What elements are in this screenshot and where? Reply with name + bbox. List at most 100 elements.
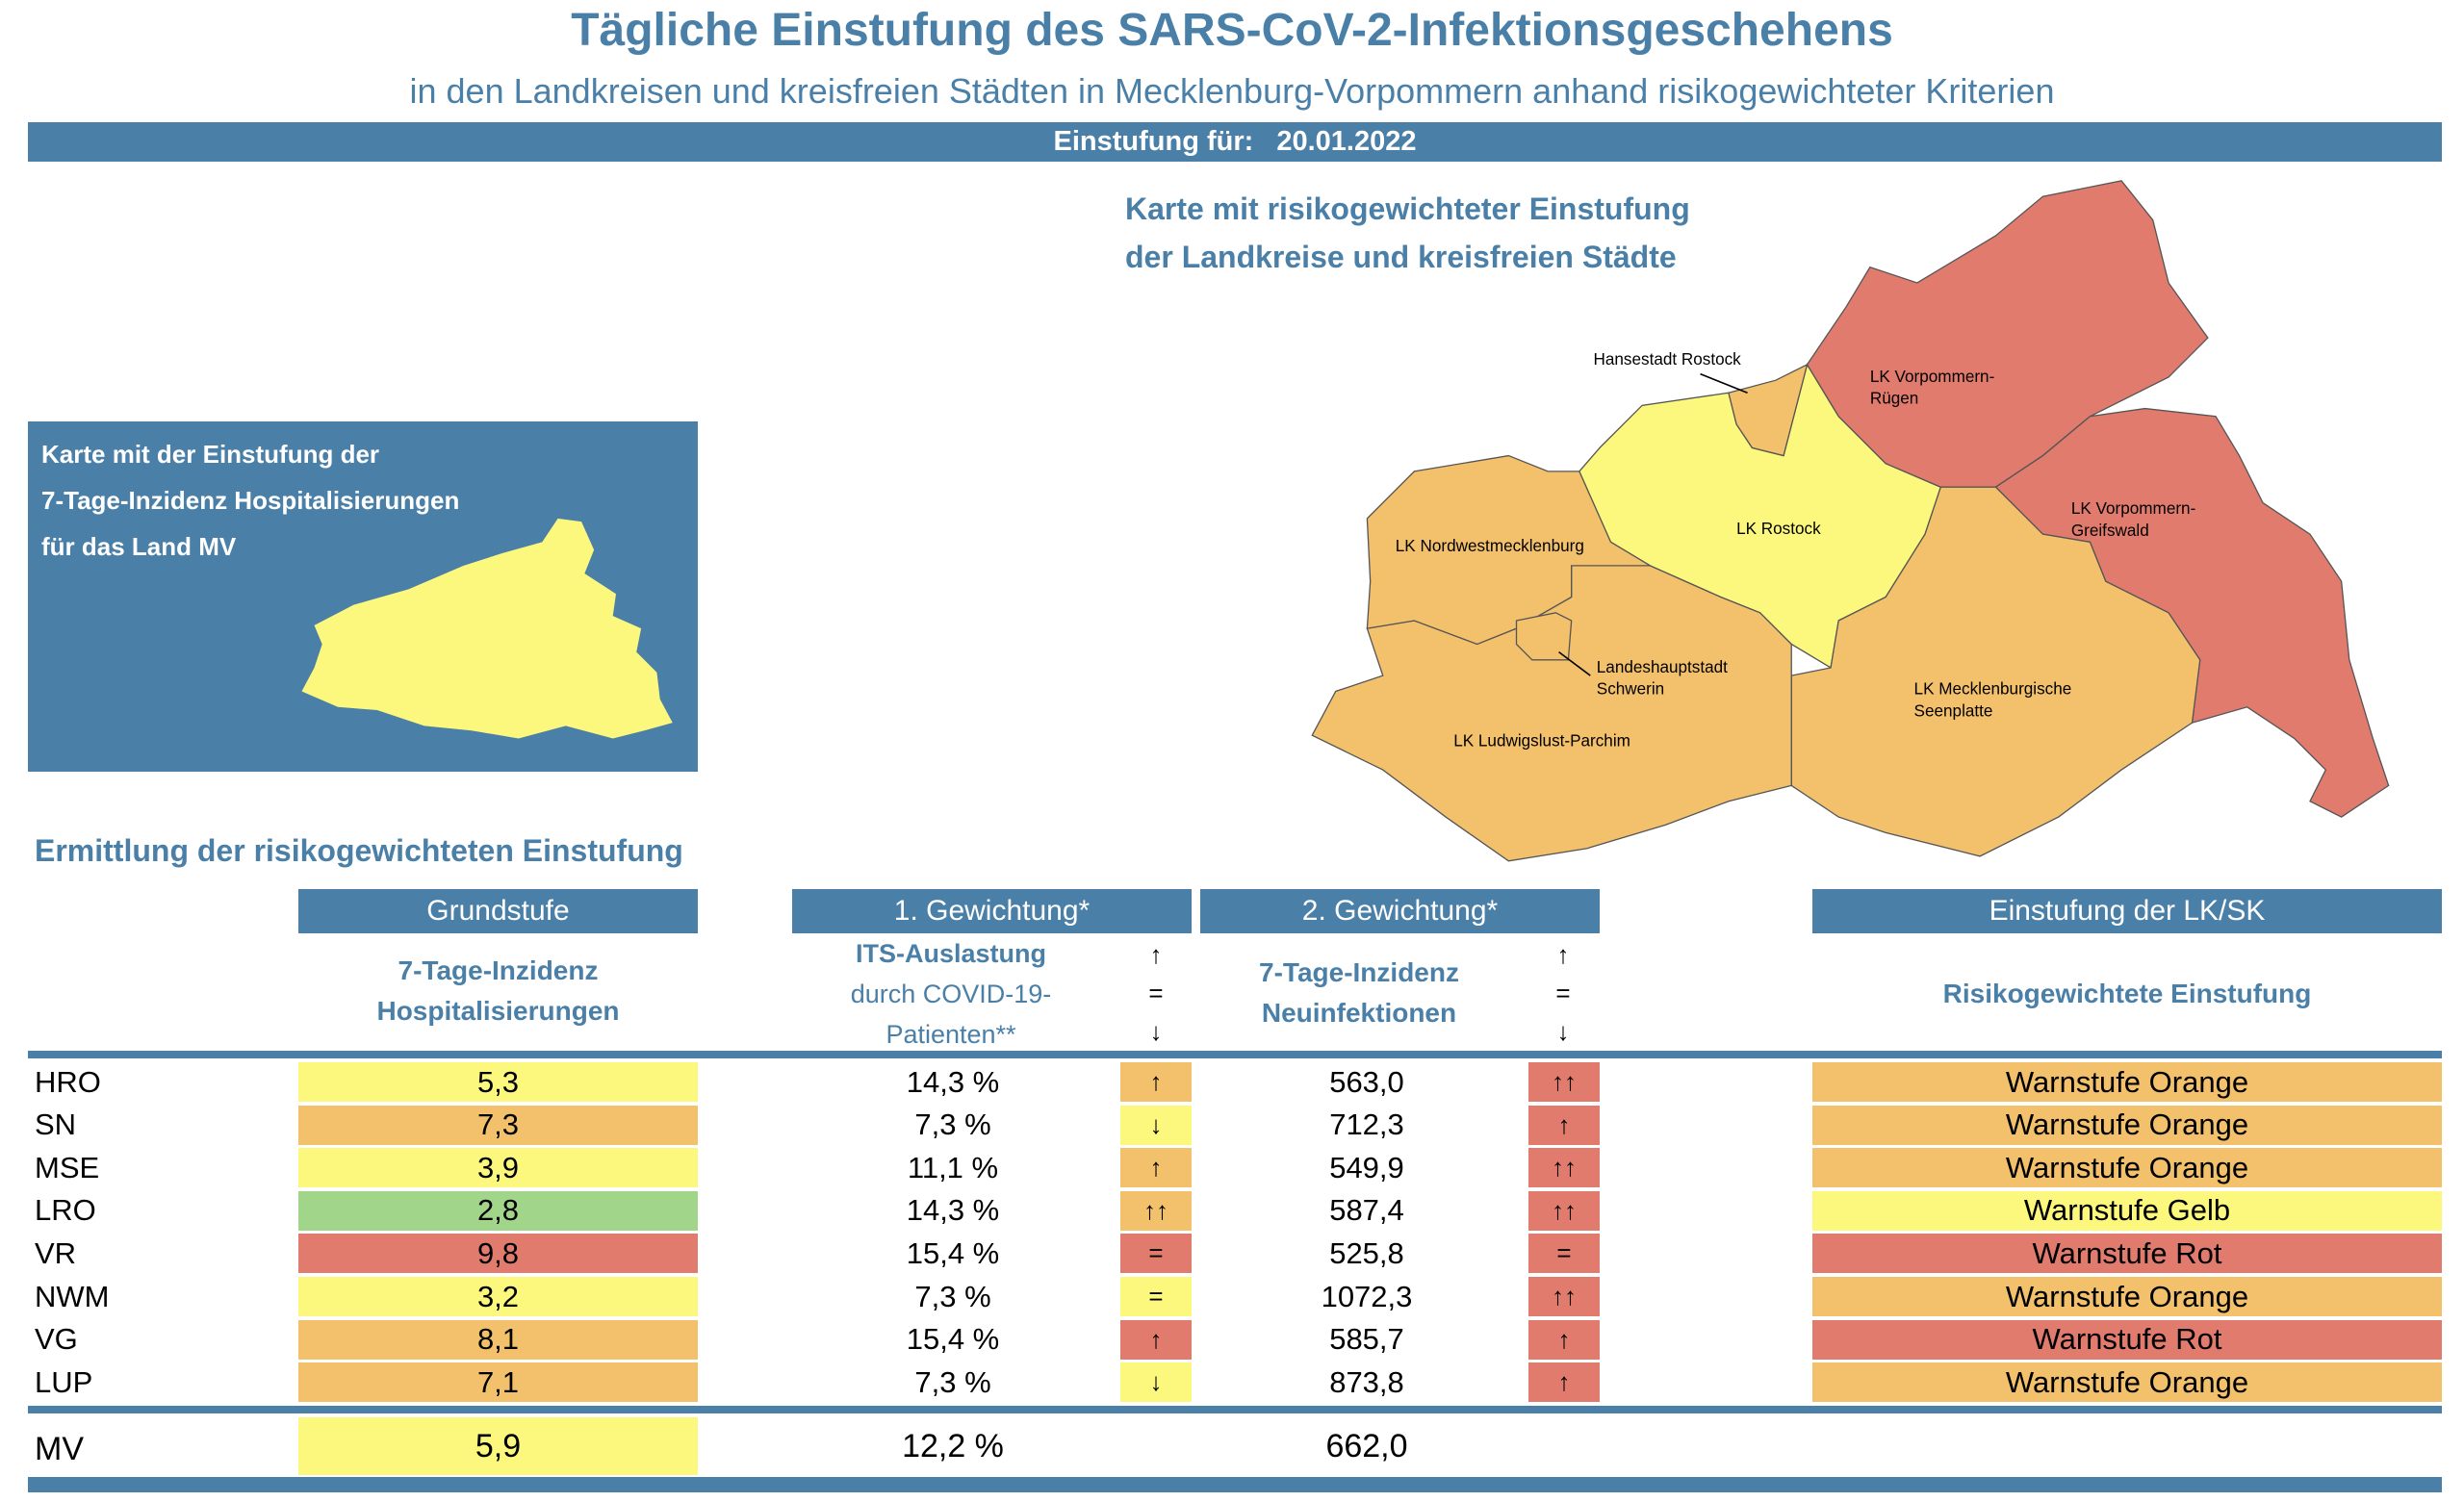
trend-up-icon: ↑ xyxy=(1556,940,1570,969)
subheader-inz-line1: 7-Tage-Inzidenz xyxy=(1259,957,1459,987)
risk-level-cell: Warnstufe Orange xyxy=(1812,1062,2442,1102)
district-code: LUP xyxy=(35,1364,93,1399)
district-code: SN xyxy=(35,1107,77,1142)
date-bar: Einstufung für: 20.01.2022 xyxy=(28,122,2442,162)
map-region-hansestadt-rostock xyxy=(1728,363,1809,457)
district-code: MSE xyxy=(35,1150,100,1184)
hosp-incidence-cell: 7,3 xyxy=(298,1105,698,1145)
its-value-cell: 11,1 % xyxy=(907,1150,999,1184)
risk-level-cell: Warnstufe Rot xyxy=(1812,1234,2442,1274)
its-value-cell: 7,3 % xyxy=(914,1364,991,1399)
trend-down-icon: ↓ xyxy=(1556,1017,1570,1046)
map-region-seenplatte xyxy=(1790,486,2201,857)
subheader-hospitalization: 7-Tage-Inzidenz Hospitalisierungen xyxy=(298,951,698,1031)
its-trend-cell: ↑ xyxy=(1120,1319,1192,1360)
subheader-einstufung: Risikogewichtete Einstufung xyxy=(1942,979,2312,1008)
map-label-vg-2: Greifswald xyxy=(2071,521,2149,540)
its-trend-cell: ↓ xyxy=(1120,1362,1192,1403)
incidence-trend-cell: ↑↑ xyxy=(1528,1190,1600,1231)
map-label-sn-2: Schwerin xyxy=(1597,679,1664,699)
header-gewichtung-1: 1. Gewichtung* xyxy=(792,889,1192,933)
incidence-value-cell: 563,0 xyxy=(1329,1064,1404,1099)
hosp-incidence-cell: 2,8 xyxy=(298,1190,698,1231)
its-value-cell: 14,3 % xyxy=(906,1064,1000,1099)
hospitalization-map-title: Karte mit der Einstufung der 7-Tage-Inzi… xyxy=(41,431,459,570)
incidence-value-cell: 525,8 xyxy=(1329,1235,1404,1270)
map-region-nordwestmecklenburg xyxy=(1366,454,1653,646)
map-label-vg-1: LK Vorpommern- xyxy=(2071,498,2195,518)
district-code: VG xyxy=(35,1322,78,1357)
incidence-trend-cell: ↑↑ xyxy=(1528,1277,1600,1316)
date-label: Einstufung für: xyxy=(1053,126,1254,157)
map-label-mse-2: Seenplatte xyxy=(1914,701,1993,721)
district-code: LRO xyxy=(35,1193,96,1228)
incidence-value-cell: 873,8 xyxy=(1329,1364,1404,1399)
its-trend-cell: = xyxy=(1120,1234,1192,1274)
its-trend-cell: ↑ xyxy=(1120,1062,1192,1102)
map-label-vr-2: Rügen xyxy=(1870,389,1918,408)
subheader-inz-line2: Neuinfektionen xyxy=(1261,998,1457,1028)
incidence-trend-cell: = xyxy=(1528,1234,1600,1274)
map-label-nwm: LK Nordwestmecklenburg xyxy=(1396,536,1584,555)
page-subtitle: in den Landkreisen und kreisfreien Städt… xyxy=(409,71,2055,111)
total-inz: 662,0 xyxy=(1325,1427,1408,1464)
its-value-cell: 14,3 % xyxy=(906,1193,1000,1228)
risk-level-cell: Warnstufe Orange xyxy=(1812,1362,2442,1403)
header-einstufung: Einstufung der LK/SK xyxy=(1812,889,2442,933)
hosp-incidence-cell: 8,1 xyxy=(298,1319,698,1360)
footer-bar xyxy=(28,1477,2442,1492)
its-trend-cell: ↓ xyxy=(1120,1105,1192,1145)
trend-up-icon: ↑ xyxy=(1149,940,1163,969)
district-code: NWM xyxy=(35,1279,110,1313)
hospitalization-map-title-line1: Karte mit der Einstufung der xyxy=(41,440,380,469)
incidence-trend-cell: ↑↑ xyxy=(1528,1148,1600,1188)
map-label-sn-1: Landeshauptstadt xyxy=(1597,657,1728,676)
inz-trend-legend: ↑ = ↓ xyxy=(1534,935,1592,1051)
map-title-line1: Karte mit risikogewichteter Einstufung xyxy=(1125,191,1690,226)
page-title: Tägliche Einstufung des SARS-CoV-2-Infek… xyxy=(571,5,1893,56)
risk-level-cell: Warnstufe Rot xyxy=(1812,1319,2442,1360)
date-value: 20.01.2022 xyxy=(1276,126,1417,157)
map-label-mse-1: LK Mecklenburgische xyxy=(1914,679,2072,699)
hosp-incidence-cell: 5,3 xyxy=(298,1062,698,1102)
hosp-incidence-cell: 3,9 xyxy=(298,1148,698,1188)
risk-level-cell: Warnstufe Orange xyxy=(1812,1277,2442,1316)
map-region-schwerin xyxy=(1515,612,1573,661)
trend-equal-icon: = xyxy=(1555,979,1571,1007)
hospitalization-map-title-line2: 7-Tage-Inzidenz Hospitalisierungen xyxy=(41,486,460,515)
its-value-cell: 15,4 % xyxy=(906,1322,1000,1357)
its-trend-cell: ↑↑ xyxy=(1120,1190,1192,1231)
subheader-hosp-line2: Hospitalisierungen xyxy=(376,996,620,1026)
risk-level-cell: Warnstufe Orange xyxy=(1812,1148,2442,1188)
hospitalization-map-title-line3: für das Land MV xyxy=(41,532,237,561)
subheader-its-line3: Patienten** xyxy=(886,1020,1016,1049)
risk-level-cell: Warnstufe Orange xyxy=(1812,1105,2442,1145)
map-label-lro: LK Rostock xyxy=(1736,519,1821,538)
incidence-trend-cell: ↑ xyxy=(1528,1362,1600,1403)
hosp-incidence-cell: 3,2 xyxy=(298,1277,698,1316)
small-map-mv xyxy=(301,518,673,739)
hosp-incidence-cell: 9,8 xyxy=(298,1234,698,1274)
total-divider xyxy=(28,1406,2442,1413)
incidence-value-cell: 585,7 xyxy=(1329,1322,1404,1357)
district-code: HRO xyxy=(35,1064,101,1099)
subheader-neuinfektionen: 7-Tage-Inzidenz Neuinfektionen xyxy=(1200,953,1518,1033)
total-its: 12,2 % xyxy=(902,1427,1004,1464)
incidence-value-cell: 549,9 xyxy=(1329,1150,1404,1184)
subheader-its-line1: ITS-Auslastung xyxy=(855,939,1046,968)
total-hosp: 5,9 xyxy=(298,1417,698,1475)
its-trend-cell: = xyxy=(1120,1277,1192,1316)
incidence-trend-cell: ↑↑ xyxy=(1528,1062,1600,1102)
trend-down-icon: ↓ xyxy=(1149,1017,1163,1046)
subheader-hosp-line1: 7-Tage-Inzidenz xyxy=(398,955,599,985)
section-title: Ermittlung der risikogewichteten Einstuf… xyxy=(35,833,683,868)
subheader-its: ITS-Auslastung durch COVID-19- Patienten… xyxy=(792,933,1110,1055)
map-label-lup: LK Ludwigslust-Parchim xyxy=(1453,731,1630,751)
map-title-line2: der Landkreise und kreisfreien Städte xyxy=(1125,240,1677,274)
subheader-its-line2: durch COVID-19- xyxy=(850,980,1052,1008)
its-value-cell: 7,3 % xyxy=(914,1107,991,1142)
trend-equal-icon: = xyxy=(1148,979,1164,1007)
map-label-hro: Hansestadt Rostock xyxy=(1594,349,1742,369)
its-value-cell: 7,3 % xyxy=(914,1279,991,1313)
